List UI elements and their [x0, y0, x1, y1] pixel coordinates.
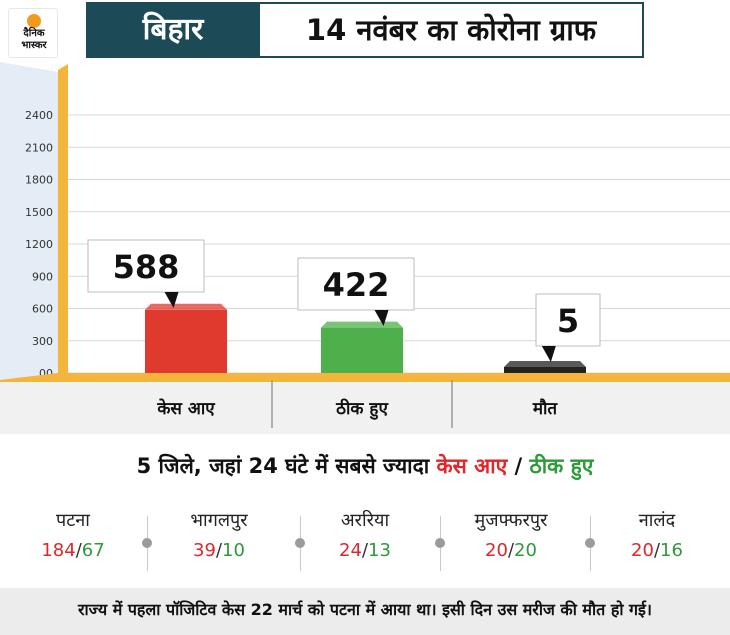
logo-text-line1: दैनिक [23, 28, 45, 39]
district-recovered: 16 [660, 540, 683, 561]
headline-prefix: 5 जिले, जहां 24 घंटे में सबसे ज्यादा [136, 454, 430, 478]
district-sep: / [75, 540, 82, 561]
y-tick-label: 1500 [25, 206, 53, 219]
district-name: पटना [56, 510, 90, 531]
graph-title: 14 नवंबर का कोरोना ग्राफ [260, 2, 644, 58]
data-label: 588 [113, 248, 180, 286]
bar-chart: 00 300 600 900 1200 1500 1800 2100 2400 588 केस आए… [0, 62, 730, 434]
category-band [0, 382, 730, 434]
district-recovered: 13 [368, 540, 391, 561]
headline: 5 जिले, जहां 24 घंटे में सबसे ज्यादा केस… [0, 452, 730, 480]
divider-dot [142, 538, 152, 548]
district-cases: 39 [193, 540, 216, 561]
divider-dot [435, 538, 445, 548]
bar-top [504, 361, 586, 367]
y-tick-label: 1200 [25, 238, 53, 251]
value-callout [87, 239, 205, 293]
bar-top [145, 303, 227, 310]
district-sep: / [361, 540, 369, 561]
callout-pointer [541, 346, 556, 362]
district-name: अररिया [340, 510, 390, 531]
headline-slash: / [514, 454, 523, 478]
state-title: बिहार [86, 2, 260, 58]
district-name: भागलपुर [190, 510, 248, 531]
district-item: पटना 184/67 [0, 508, 146, 564]
divider-dot [295, 538, 305, 548]
y-tick-label: 2400 [25, 109, 53, 122]
district-values: 184/67 [0, 538, 146, 564]
y-tick-label: 900 [32, 270, 53, 283]
category-label: ठीक हुए [335, 398, 388, 420]
district-values: 24/13 [292, 538, 438, 564]
bar [321, 327, 403, 373]
district-list: पटना 184/67 भागलपुर 39/10 अररिया 24/13 म… [0, 508, 730, 578]
category-label: केस आए [156, 398, 215, 419]
value-callout [297, 257, 415, 311]
district-sep: / [215, 540, 223, 561]
district-cases: 24 [339, 540, 362, 561]
footer-note: राज्य में पहला पॉजिटिव केस 22 मार्च को प… [0, 588, 730, 635]
y-tick-label: 2100 [25, 141, 53, 154]
district-name: मुजफ्फरपुर [474, 510, 548, 531]
bar [145, 309, 227, 373]
y-axis-pillar [58, 64, 68, 380]
y-tick-label: 300 [32, 335, 53, 348]
logo-text-line2: भास्कर [21, 40, 47, 51]
header-band: दैनिक भास्कर बिहार 14 नवंबर का कोरोना ग्… [0, 0, 730, 62]
sun-icon [27, 14, 41, 28]
district-item: भागलपुर 39/10 [146, 508, 292, 564]
data-label: 5 [557, 302, 579, 340]
headline-recovered: ठीक हुए [529, 454, 594, 478]
district-item: मुजफ्फरपुर 20/20 [438, 508, 584, 564]
value-callout [535, 293, 601, 347]
district-sep: / [653, 540, 661, 561]
district-cases: 20 [631, 540, 654, 561]
district-recovered: 20 [514, 540, 537, 561]
district-values: 39/10 [146, 538, 292, 564]
bar [504, 367, 586, 373]
dainik-bhaskar-logo: दैनिक भास्कर [8, 8, 58, 58]
y-tick-label: 600 [32, 303, 53, 316]
district-recovered: 67 [81, 540, 105, 561]
district-name: नालंद [638, 510, 676, 531]
district-item: अररिया 24/13 [292, 508, 438, 564]
chart-side-wall [0, 62, 58, 434]
headline-cases: केस आए [436, 454, 508, 478]
district-cases: 20 [485, 540, 508, 561]
district-values: 20/16 [584, 538, 730, 564]
district-cases: 184 [41, 540, 76, 561]
bar-top [321, 321, 403, 328]
chart-floor [0, 373, 730, 382]
y-tick-label: 1800 [25, 174, 53, 187]
district-recovered: 10 [222, 540, 245, 561]
category-label: मौत [532, 398, 559, 419]
divider-dot [585, 538, 595, 548]
district-item: नालंद 20/16 [584, 508, 730, 564]
district-sep: / [507, 540, 515, 561]
district-values: 20/20 [438, 538, 584, 564]
callout-pointer [374, 310, 389, 326]
data-label: 422 [323, 266, 390, 304]
callout-pointer [164, 292, 179, 308]
